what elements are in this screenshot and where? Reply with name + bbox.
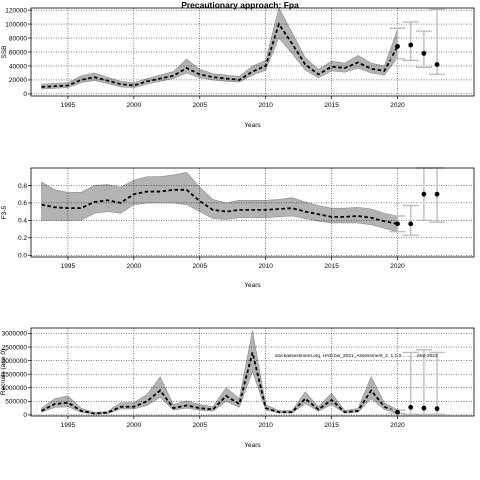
y-tick-label: 0.6 [18,200,27,207]
x-tick-label: 2000 [127,102,142,109]
forecast-point [421,50,427,56]
y-tick-label: 0.2 [18,235,27,242]
forecast-point [395,221,400,227]
forecast-point [421,405,427,411]
x-tick-label: 2010 [258,263,273,270]
y-tick-label: 20000 [9,77,27,84]
x-axis-label: Years [244,122,261,129]
figure-title: Precautionary approach: Fpa [181,0,299,10]
estimate-line [41,188,398,225]
x-tick-label: 2010 [258,102,273,109]
confidence-band [41,8,398,90]
x-axis-label: Years [244,442,261,449]
y-tick-label: 2500000 [2,344,28,351]
x-tick-label: 2005 [193,102,208,109]
forecast-point [395,44,400,49]
y-axis-label: SSB [1,45,8,58]
y-tick-label: 40000 [9,63,27,70]
y-tick-label: 0.4 [18,218,27,225]
x-tick-label: 2015 [324,102,339,109]
forecast-point [395,409,400,415]
confidence-band [41,330,398,415]
x-tick-label: 2000 [127,263,142,270]
x-axis-label: Years [244,282,261,289]
x-tick-label: 2000 [127,422,142,429]
y-tick-label: 1000000 [2,385,28,392]
y-tick-label: 1500000 [2,371,28,378]
forecast-point [434,406,440,412]
x-tick-label: 1995 [61,102,76,109]
y-tick-label: 100000 [5,21,27,28]
panel-recruits: 1995 2000 2005 2010 2015 2020 0 500000 1000000 15… [0,327,475,449]
y-tick-label: 80000 [9,35,27,42]
forecast-point [434,191,440,197]
forecast-point [408,42,414,48]
panel-f: 1995 2000 2005 2010 2015 2020 0.0 0.2 0.4 0.6 0.8 Y… [1,167,475,289]
y-tick-label: 2000000 [2,358,28,365]
panel-ssb: 1995 2000 2005 2010 2015 2020 0 20000 40000 60000… [1,7,475,129]
y-tick-label: 0 [23,412,27,419]
y-tick-label: 0 [23,91,27,98]
plot-frame [30,167,475,258]
x-tick-label: 2015 [324,422,339,429]
y-tick-label: 60000 [9,49,27,56]
plot-frame [30,7,475,97]
x-tick-label: 2020 [390,263,405,270]
y-tick-label: 500000 [5,399,27,406]
y-axis-label: Recruits (age 0) [0,349,7,395]
x-tick-label: 2020 [390,422,405,429]
plot-frame [30,327,475,417]
y-tick-label: 0.8 [18,183,27,190]
x-tick-label: 2005 [193,422,208,429]
x-tick-label: 2010 [258,422,273,429]
source-annotation: stockassessment.org, HAD.bw_2021_Assessm… [275,353,438,359]
forecast-point [421,191,427,197]
y-axis-label: F3-5 [1,205,8,219]
x-tick-label: 1995 [61,422,76,429]
estimate-line [41,352,398,415]
forecast-point [408,404,414,410]
y-tick-label: 120000 [5,7,27,14]
y-tick-label: 0.0 [18,253,27,260]
confidence-band [41,172,398,232]
x-tick-label: 2005 [193,263,208,270]
x-tick-label: 2020 [390,102,405,109]
forecast-point [434,62,440,67]
x-tick-label: 2015 [324,263,339,270]
x-tick-label: 1995 [61,263,76,270]
estimate-line [41,22,399,88]
forecast-point [408,221,414,227]
y-tick-label: 3000000 [2,331,28,338]
